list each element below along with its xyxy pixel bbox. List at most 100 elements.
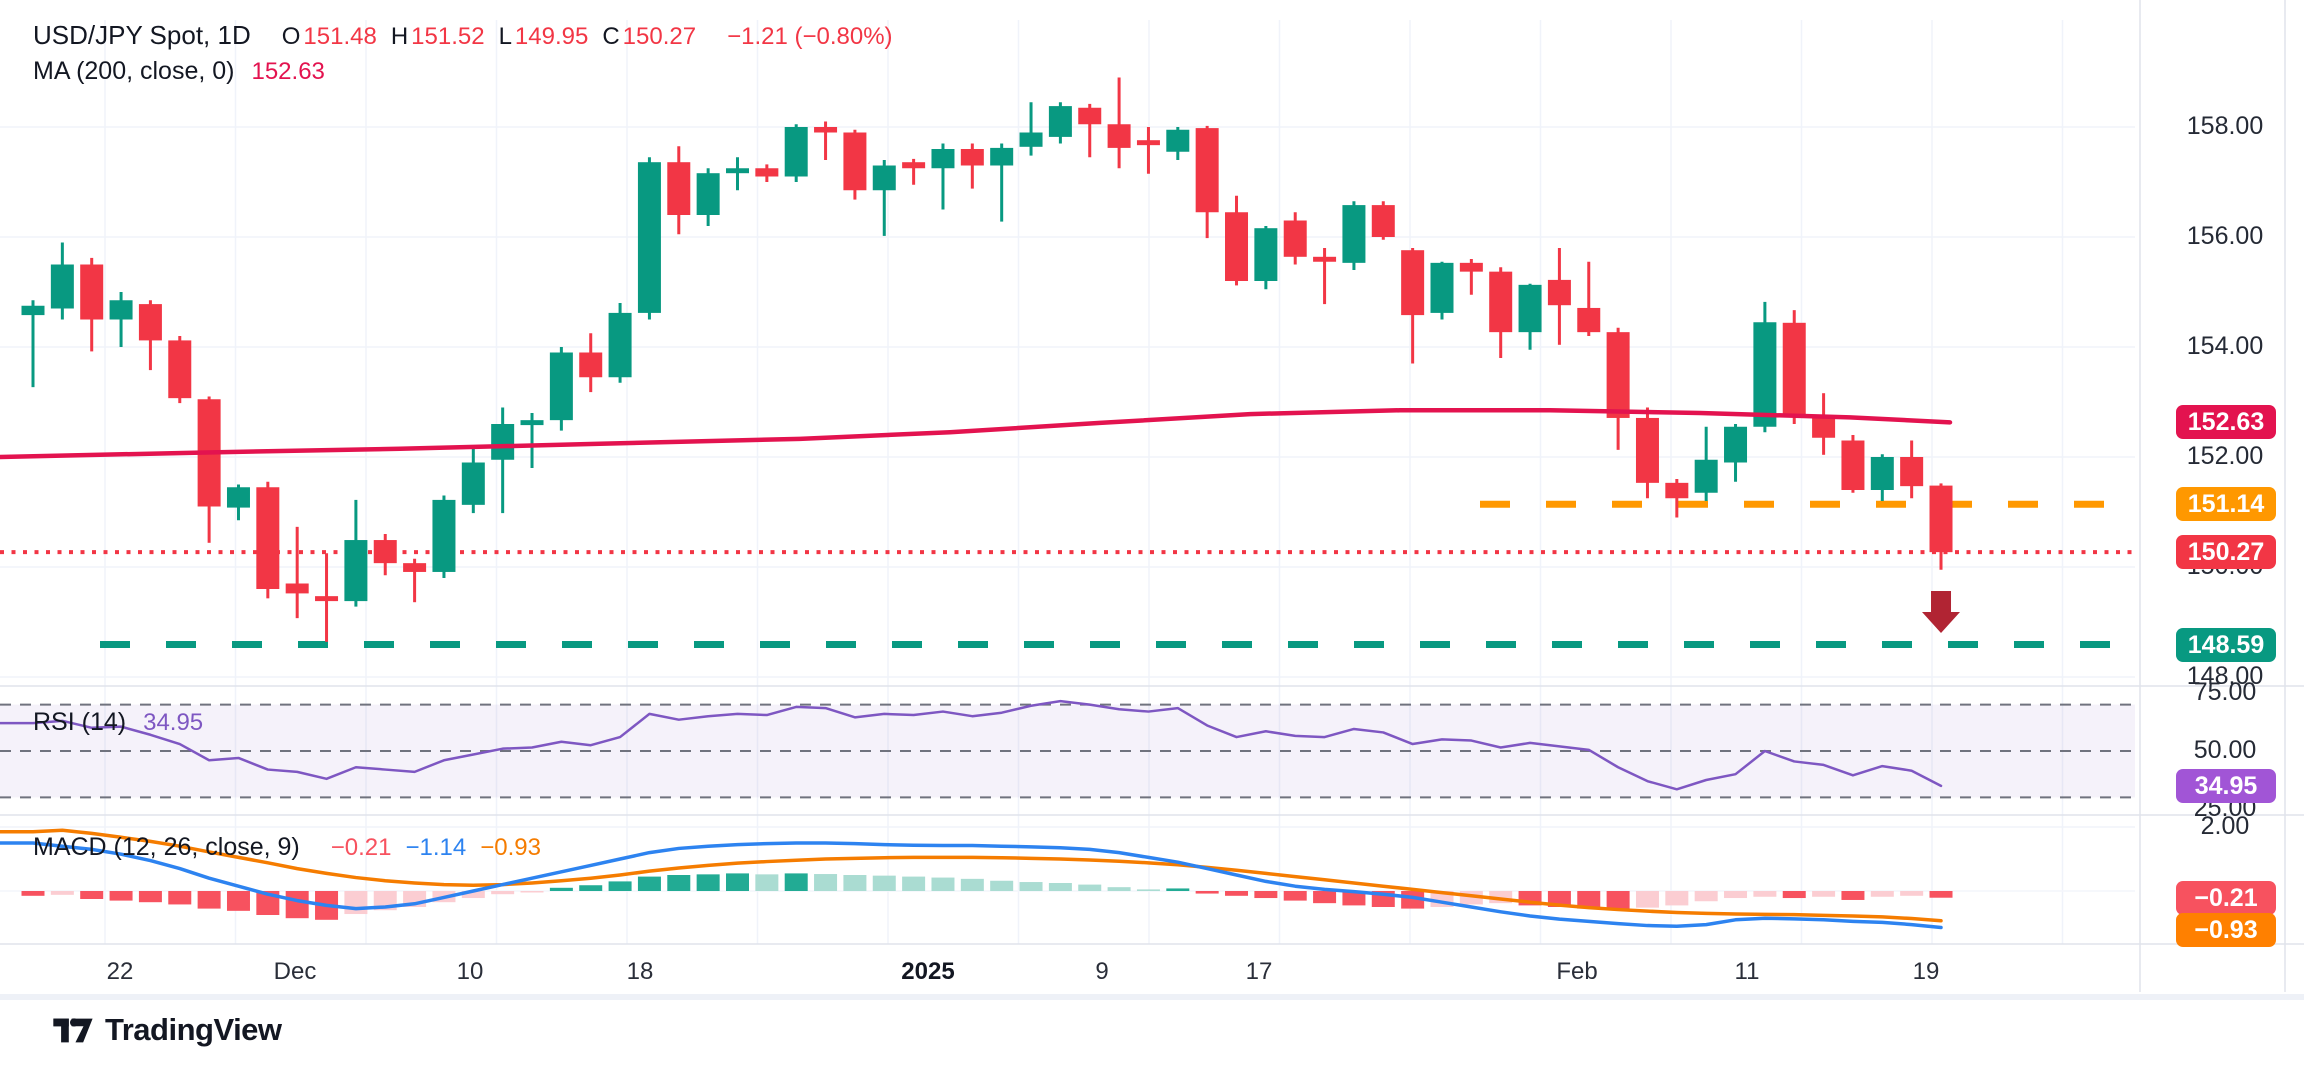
candle[interactable] <box>725 157 749 191</box>
candle[interactable] <box>1107 77 1131 169</box>
candle[interactable] <box>226 484 250 521</box>
candle[interactable] <box>637 157 661 320</box>
tradingview-logo[interactable]: TradingView <box>52 1012 282 1048</box>
candle[interactable] <box>344 499 368 607</box>
candle[interactable] <box>1665 479 1689 518</box>
candle[interactable] <box>1371 201 1395 240</box>
candle[interactable] <box>285 526 309 619</box>
macd-line <box>0 841 1943 930</box>
candle[interactable] <box>960 143 984 189</box>
candle[interactable] <box>843 129 867 200</box>
candle[interactable] <box>168 336 192 404</box>
candle[interactable] <box>197 396 221 543</box>
candle[interactable] <box>1254 226 1278 290</box>
time-tick-Dec[interactable]: Dec <box>273 958 317 985</box>
candle[interactable] <box>931 143 955 210</box>
main-series-legend[interactable]: USD/JPY Spot, 1D O 151.48 H 151.52 L 149.95 C 1… <box>33 20 893 51</box>
time-tick-2025[interactable]: 2025 <box>901 958 955 985</box>
candle[interactable] <box>696 168 720 226</box>
candle[interactable] <box>491 407 515 514</box>
candle[interactable] <box>21 300 45 388</box>
rsi-line <box>0 699 1943 791</box>
candle[interactable] <box>1136 127 1160 174</box>
candle[interactable] <box>990 143 1014 222</box>
candle[interactable] <box>1724 424 1748 482</box>
candle[interactable] <box>1283 212 1307 265</box>
candle[interactable] <box>872 160 896 236</box>
candle[interactable] <box>256 481 280 599</box>
candle[interactable] <box>1489 267 1513 358</box>
candle[interactable] <box>1929 483 1953 570</box>
candle[interactable] <box>902 158 926 185</box>
candle[interactable] <box>373 534 397 576</box>
candle[interactable] <box>1342 201 1366 270</box>
candle[interactable] <box>579 333 603 393</box>
time-tick-11[interactable]: 11 <box>1734 958 1760 985</box>
candle[interactable] <box>138 300 162 371</box>
macd-legend[interactable]: MACD (12, 26, close, 9) −0.21 −1.14 −0.93 <box>33 833 541 862</box>
candle[interactable] <box>1694 426 1718 501</box>
candle[interactable] <box>549 347 573 431</box>
rsi-band <box>0 703 2135 799</box>
candle[interactable] <box>1518 283 1542 350</box>
time-tick-9[interactable]: 9 <box>1095 958 1109 985</box>
candle[interactable] <box>784 124 808 182</box>
time-tick-17[interactable]: 17 <box>1245 958 1273 985</box>
candle[interactable] <box>1430 261 1454 320</box>
time-tick-19[interactable]: 19 <box>1912 958 1940 985</box>
candle[interactable] <box>1635 407 1659 499</box>
candle[interactable] <box>1782 310 1806 424</box>
time-tick-18[interactable]: 18 <box>626 958 654 985</box>
rsi-label: RSI (14) <box>33 708 127 736</box>
rsi-legend[interactable]: RSI (14) 34.95 <box>33 708 203 737</box>
candle[interactable] <box>1019 102 1043 156</box>
symbol-title[interactable]: USD/JPY Spot, 1D <box>33 20 251 50</box>
candle[interactable] <box>1166 127 1190 160</box>
candle[interactable] <box>432 495 456 579</box>
time-tick-22[interactable]: 22 <box>106 958 134 985</box>
time-tick-10[interactable]: 10 <box>456 958 484 985</box>
candle[interactable] <box>109 292 133 347</box>
candle[interactable] <box>80 257 104 352</box>
candle[interactable] <box>520 413 544 468</box>
macd-legend-value: −0.93 <box>480 834 541 861</box>
axis-badge-−0.93: −0.93 <box>2176 913 2276 947</box>
candle[interactable] <box>1225 195 1249 286</box>
candle[interactable] <box>1547 248 1571 345</box>
macd-legend-value: −1.14 <box>405 834 467 861</box>
candle[interactable] <box>1577 261 1601 336</box>
candle[interactable] <box>1606 327 1630 450</box>
time-tick-Feb[interactable]: Feb <box>1556 958 1598 985</box>
rsi-value: 34.95 <box>143 709 204 736</box>
axis-badge-−0.21: −0.21 <box>2176 880 2276 915</box>
candles-layer[interactable] <box>21 77 1953 642</box>
candle[interactable] <box>315 553 339 642</box>
candle[interactable] <box>461 447 485 514</box>
candle[interactable] <box>1195 125 1219 239</box>
candle[interactable] <box>755 164 779 182</box>
candle[interactable] <box>1812 393 1836 455</box>
ma-legend[interactable]: MA (200, close, 0) 152.63 <box>33 57 325 86</box>
rsi-tick-label: 50.00 <box>2193 736 2257 764</box>
candle[interactable] <box>667 146 691 235</box>
candle[interactable] <box>1048 102 1072 144</box>
candle[interactable] <box>50 242 74 320</box>
candle[interactable] <box>608 303 632 383</box>
candle[interactable] <box>1078 103 1102 158</box>
axis-badge-34.95: 34.95 <box>2176 768 2276 803</box>
candle[interactable] <box>1753 301 1777 433</box>
price-levels[interactable] <box>0 500 2135 649</box>
candle[interactable] <box>1841 435 1865 493</box>
candle[interactable] <box>1401 248 1425 364</box>
down-arrow-marker[interactable] <box>1922 591 1961 633</box>
macd-values: −0.21 −1.14 −0.93 <box>317 834 541 862</box>
candle[interactable] <box>403 558 427 603</box>
price-tick-label: 152.00 <box>2186 442 2264 470</box>
candle[interactable] <box>814 121 838 161</box>
ohlc-value: 149.95 <box>514 23 589 50</box>
candle[interactable] <box>1870 454 1894 501</box>
candle[interactable] <box>1900 440 1924 499</box>
candle[interactable] <box>1313 248 1337 305</box>
candle[interactable] <box>1459 259 1483 295</box>
